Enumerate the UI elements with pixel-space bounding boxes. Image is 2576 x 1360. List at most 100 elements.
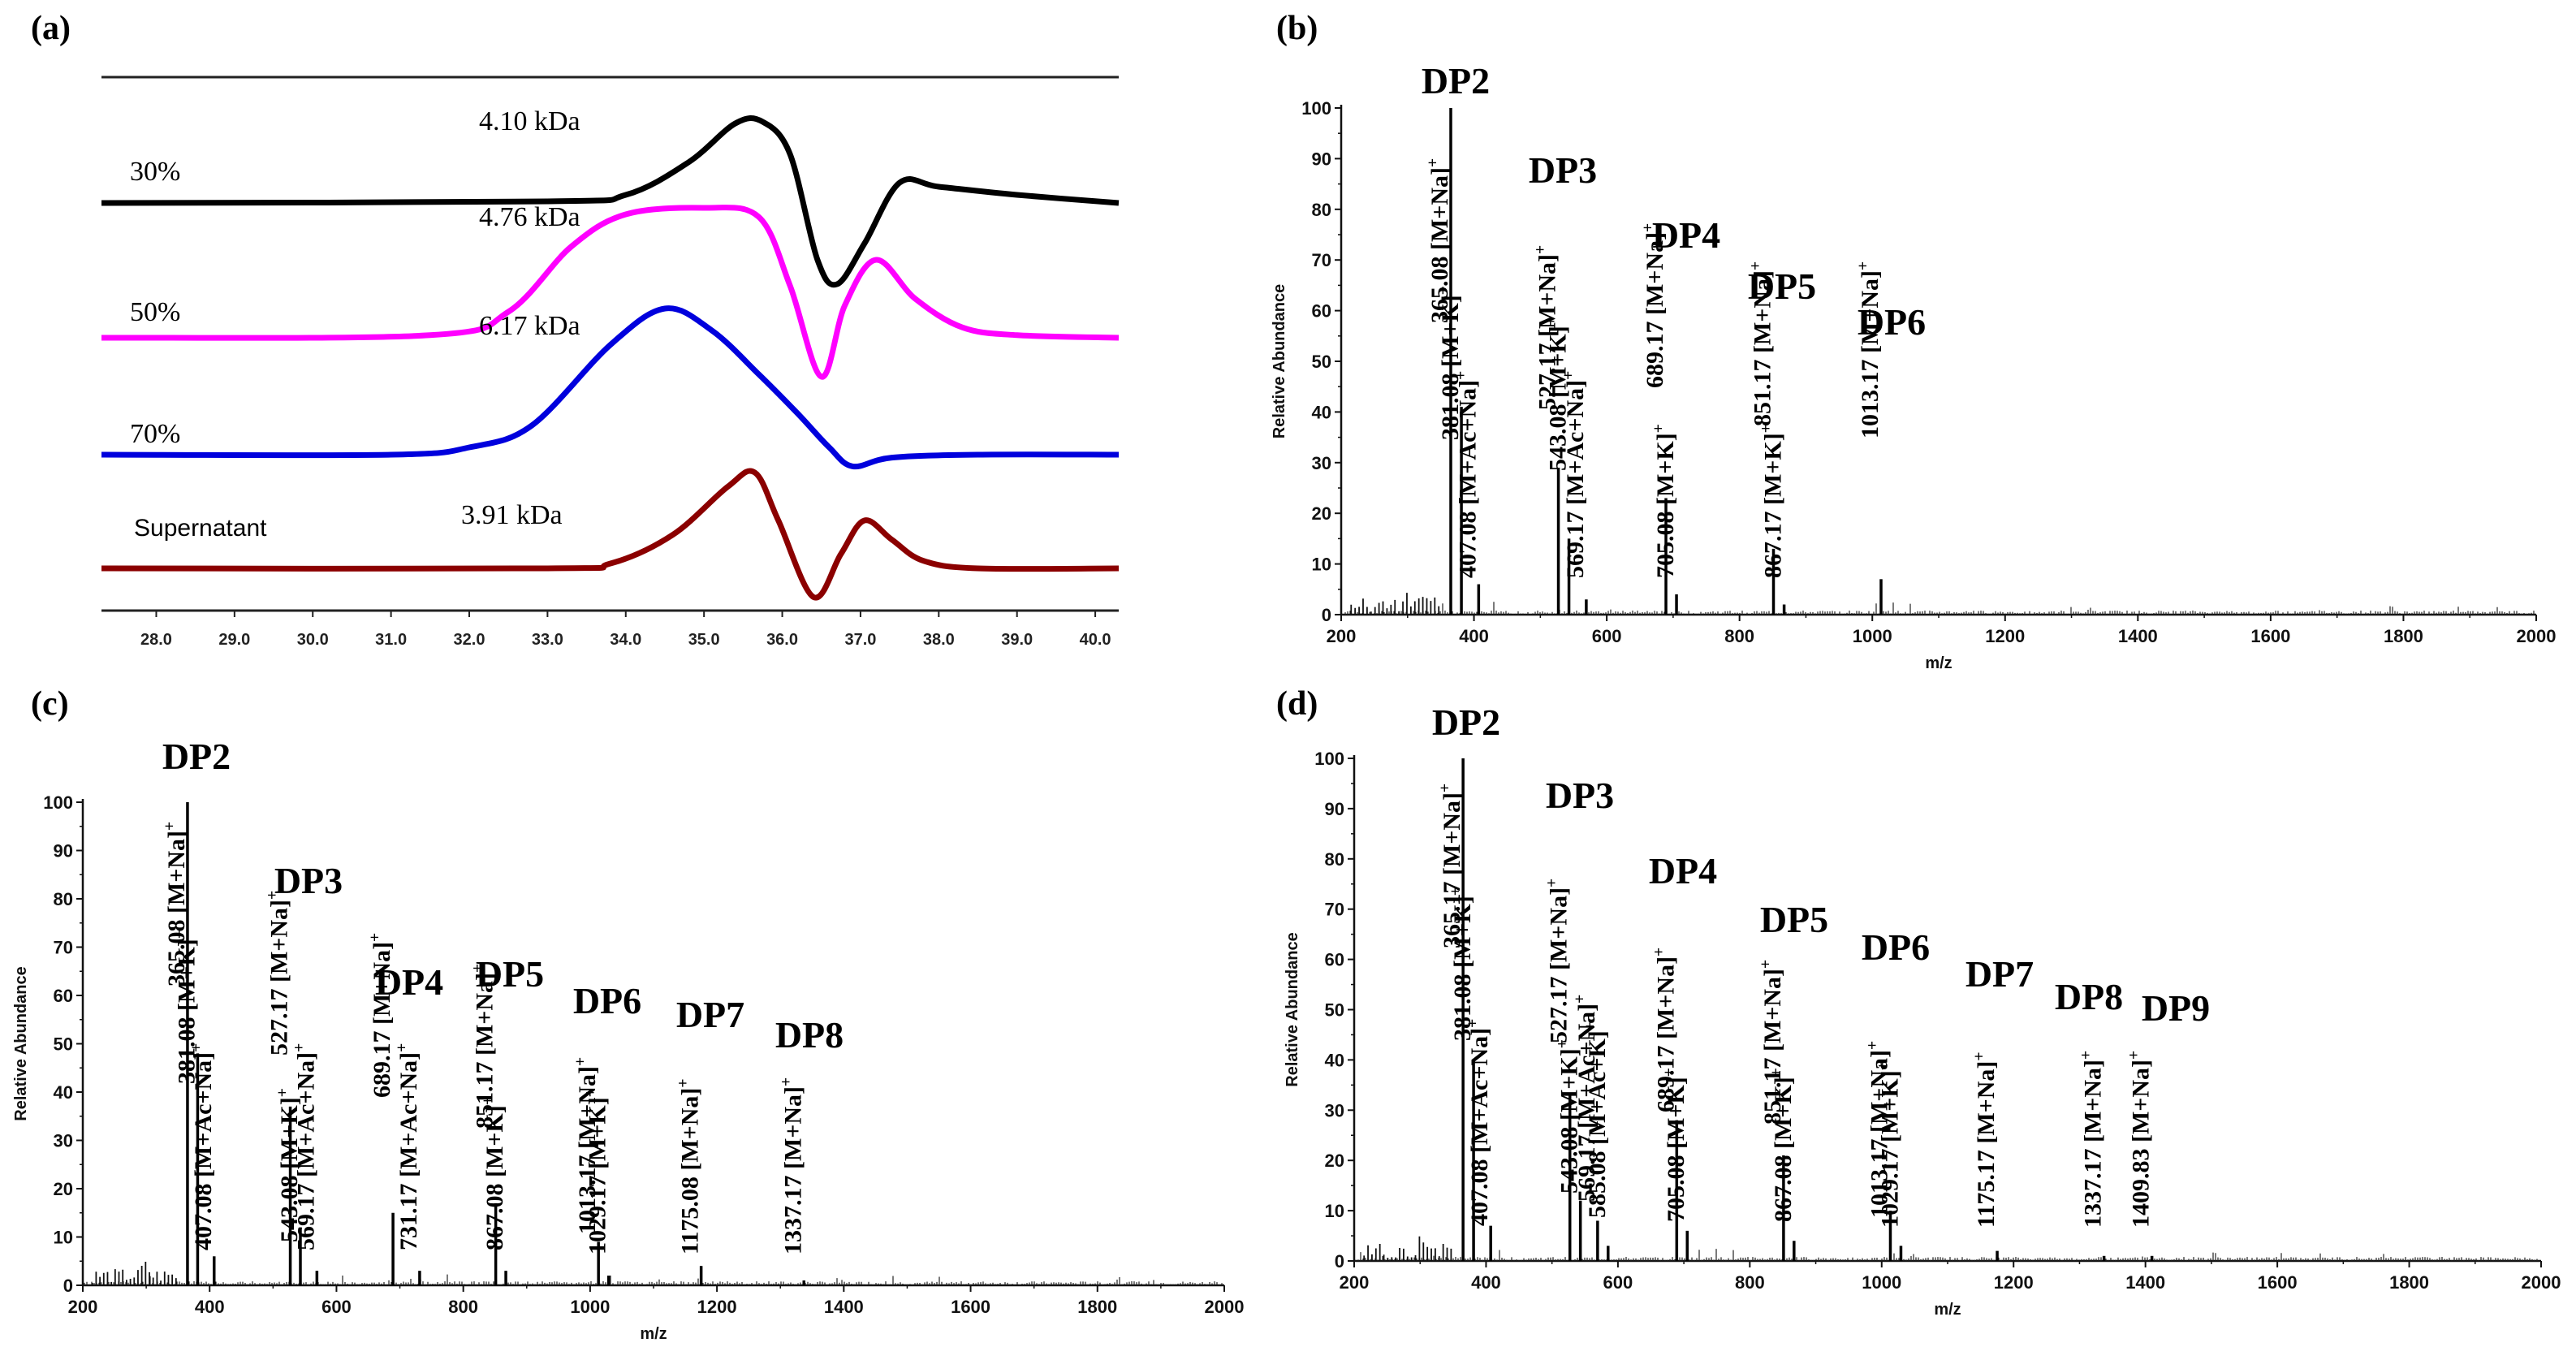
peak-label-charge: +: [1555, 1039, 1572, 1048]
peak-label: 543.08 [M+K]+: [1555, 1039, 1583, 1194]
x-tick-label: 1800: [2384, 626, 2423, 646]
x-tick-label: 1000: [570, 1297, 610, 1317]
peak-label: 1337.17 [M+Na]+: [778, 1077, 806, 1254]
y-axis-label: Relative Abundance: [1284, 932, 1301, 1086]
peak-label-text: 365.08 [M+Na]: [163, 831, 190, 987]
peak-label-charge: +: [470, 964, 487, 973]
peak-label-text: 1029.17 [M+K]: [585, 1097, 611, 1254]
peak-label: 1013.17 [M+Na]+: [1855, 261, 1883, 438]
peak-label: 365.08 [M+Na]+: [162, 822, 190, 987]
peak-label-charge: +: [1465, 1019, 1482, 1028]
peak-label: 851.17 [M+Na]+: [1758, 960, 1786, 1125]
peak-label: 705.08 [M+K]+: [1661, 1068, 1689, 1222]
panel-d: (d) 0 10 20 30 40 50 60 70 80 90 100 200 400 600 800 100…: [1276, 685, 2561, 1319]
peak-label: 407.08 [M+Ac+Na]+: [1452, 371, 1481, 578]
peak-label-charge: +: [1435, 286, 1452, 295]
x-tick-label: 1400: [824, 1297, 864, 1317]
dp-label: DP3: [274, 860, 343, 901]
peak-label-text: 407.08 [M+Ac+Na]: [1454, 380, 1481, 578]
x-tick-label: 39.0: [1001, 631, 1033, 649]
peak-label-charge: +: [1448, 887, 1465, 896]
x-tick-label: 1000: [1862, 1272, 1901, 1293]
peak-label: 381.08 [M+K]+: [1435, 286, 1464, 440]
peak-label-charge: +: [1533, 245, 1550, 254]
peak-label-text: 381.08 [M+K]: [173, 939, 200, 1084]
series-label: 30%: [130, 157, 180, 187]
series-label: 50%: [130, 297, 180, 327]
y-tick-label: 90: [1312, 149, 1331, 169]
peak-label-charge: +: [1543, 317, 1560, 326]
panel-label: (d): [1276, 685, 1318, 723]
peak-label-text: 1409.83 [M+Na]: [2128, 1060, 2155, 1228]
peak-label-charge: +: [1758, 960, 1775, 969]
peak-label: 731.17 [M+Ac+Na]+: [394, 1043, 422, 1250]
x-tick-label: 200: [68, 1297, 98, 1317]
low-mass-peaks: [1363, 1236, 1452, 1261]
panel-label: (b): [1276, 10, 1318, 47]
peak-label-text: 585.08 [M+Ac+K]: [1584, 1030, 1611, 1218]
peak-label: 381.08 [M+K]+: [1448, 887, 1476, 1041]
x-tick-label: 1600: [951, 1297, 990, 1317]
y-tick-label: 100: [1301, 98, 1331, 119]
y-tick-label: 30: [1325, 1100, 1344, 1120]
peak-label-text: 705.08 [M+K]: [1652, 433, 1679, 578]
peak-label-text: 543.08 [M+K]: [1556, 1048, 1583, 1194]
x-tick-label: 31.0: [375, 631, 407, 649]
dp-label: DP5: [1760, 899, 1828, 940]
x-tick-label: 1200: [1994, 1272, 2034, 1293]
peak-label: 1175.17 [M+Na]+: [1971, 1051, 2000, 1228]
x-tick-label: 2000: [2522, 1272, 2561, 1293]
peak-label-text: 731.17 [M+Ac+Na]: [395, 1052, 422, 1250]
peak-label: 527.17 [M+Na]+: [1533, 245, 1561, 410]
x-tick-label: 1400: [2125, 1272, 2165, 1293]
peak-label-text: 1175.08 [M+Na]: [677, 1088, 704, 1254]
peak-label: 1013.17 [M+Na]+: [572, 1057, 601, 1234]
peak-label-charge: +: [265, 891, 282, 900]
y-tick-label: 100: [43, 792, 73, 813]
peak-label-charge: +: [1572, 995, 1589, 1004]
peak-label-text: 1337.17 [M+Na]: [779, 1086, 806, 1254]
dp-label: DP7: [676, 994, 744, 1035]
peak-label-charge: +: [394, 1043, 411, 1052]
mw-label: 4.10 kDa: [479, 106, 580, 136]
peak-label: 527.17 [M+Na]+: [265, 891, 293, 1056]
y-tick-label: 0: [1322, 605, 1331, 625]
peak-label-charge: +: [1582, 1021, 1599, 1030]
y-tick-label: 0: [1335, 1251, 1344, 1271]
x-tick-label: 1600: [2250, 626, 2290, 646]
low-mass-peaks: [1350, 593, 1440, 615]
peak-label-text: 543.08 [M+K]: [276, 1097, 303, 1242]
y-tick-label: 50: [1312, 352, 1331, 372]
panel-b: (b) 0 10 20 30 40 50 60 70 80 90 100 200 400 600 800 100…: [1271, 10, 2556, 672]
peak-label-text: 689.17 [M+Na]: [369, 942, 395, 1098]
x-tick-label: 1400: [2118, 626, 2158, 646]
dp-label: DP2: [162, 736, 231, 777]
peak-label: 585.08 [M+Ac+K]+: [1582, 1021, 1611, 1218]
low-mass-peaks: [91, 1261, 177, 1285]
peak-label-charge: +: [171, 930, 188, 939]
peak-label-charge: +: [274, 1088, 291, 1097]
peak-label-charge: +: [1768, 1068, 1785, 1077]
peak-label-charge: +: [291, 1043, 308, 1052]
y-tick-label: 40: [1312, 402, 1331, 422]
peak-label: 407.08 [M+Ac+Na]+: [188, 1043, 217, 1250]
y-tick-label: 20: [1325, 1151, 1344, 1171]
peak-label-text: 569.17 [M+Ac+Na]: [1562, 380, 1589, 578]
dp-label: DP4: [1652, 214, 1720, 256]
peak-label: 867.08 [M+K]+: [480, 1096, 508, 1250]
y-tick-label: 10: [1325, 1201, 1344, 1221]
x-tick-label: 33.0: [532, 631, 563, 649]
x-tick-label: 1800: [2389, 1272, 2429, 1293]
series-label: 70%: [130, 419, 180, 449]
x-axis-label: m/z: [1925, 654, 1952, 672]
x-tick-label: 1200: [1985, 626, 2025, 646]
dp-label: DP6: [573, 980, 641, 1021]
peak-label: 689.17 [M+Na]+: [1640, 223, 1668, 388]
dp-label: DP7: [1965, 953, 2034, 995]
peak-label-text: 851.17 [M+Na]: [1750, 270, 1776, 426]
peak-label: 1409.83 [M+Na]+: [2126, 1051, 2155, 1228]
peak-label-charge: +: [2078, 1051, 2095, 1060]
peak-label-text: 851.17 [M+Na]: [472, 973, 498, 1129]
series-label: Supernatant: [134, 515, 267, 542]
y-tick-label: 90: [1325, 799, 1344, 819]
